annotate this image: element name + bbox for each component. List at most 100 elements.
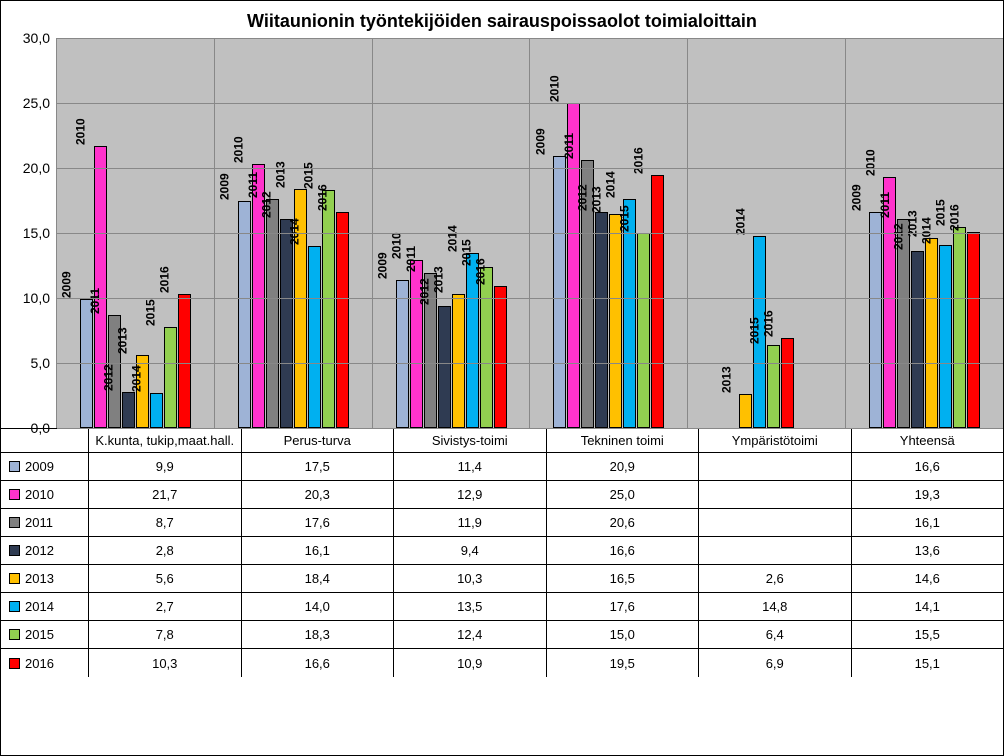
- grid-line: [57, 428, 1003, 429]
- bar: 2009: [869, 212, 882, 428]
- grid-line: [57, 103, 1003, 104]
- row-header: 2015: [1, 621, 89, 648]
- data-cell: [699, 453, 852, 480]
- bar: 2012: [122, 392, 135, 428]
- data-cell: 20,9: [547, 453, 700, 480]
- bar: 2016: [651, 175, 664, 429]
- data-table: 20099,917,511,420,916,6201021,720,312,92…: [1, 452, 1003, 677]
- category-cell: Tekninen toimi: [547, 429, 700, 452]
- data-cell: [699, 481, 852, 508]
- data-cell: 13,6: [852, 537, 1004, 564]
- bar: 2012: [595, 212, 608, 428]
- grid-line: [57, 38, 1003, 39]
- bar: 2013: [739, 394, 752, 428]
- bar: 2013: [925, 238, 938, 428]
- bar: 2015: [953, 227, 966, 429]
- data-cell: 20,3: [242, 481, 395, 508]
- bar-year-label: 2010: [233, 136, 245, 163]
- series-name: 2015: [25, 627, 54, 642]
- y-tick-label: 20,0: [23, 160, 50, 176]
- legend-swatch: [9, 601, 20, 612]
- data-cell: 7,8: [89, 621, 242, 648]
- data-cell: 6,9: [699, 649, 852, 677]
- grid-line: [57, 168, 1003, 169]
- bar-year-label: 2010: [75, 118, 87, 145]
- grid-line: [57, 298, 1003, 299]
- bar: 2015: [637, 233, 650, 428]
- bar-year-label: 2016: [762, 311, 774, 338]
- bar-year-label: 2014: [605, 172, 617, 199]
- category-cell: Ympäristötoimi: [699, 429, 852, 452]
- data-cell: 5,6: [89, 565, 242, 592]
- bar-year-label: 2016: [475, 259, 487, 286]
- chart-container: Wiitaunionin työntekijöiden sairauspoiss…: [0, 0, 1004, 756]
- series-name: 2016: [25, 656, 54, 671]
- bar: 2015: [322, 190, 335, 428]
- bar: 2016: [336, 212, 349, 428]
- data-cell: 10,3: [394, 565, 547, 592]
- legend-swatch: [9, 658, 20, 669]
- bar-year-label: 2011: [89, 288, 101, 314]
- bar-year-label: 2016: [633, 147, 645, 174]
- bar-year-label: 2012: [419, 278, 431, 305]
- data-cell: 12,4: [394, 621, 547, 648]
- data-cell: 8,7: [89, 509, 242, 536]
- bar-year-label: 2010: [864, 149, 876, 176]
- table-row: 20135,618,410,316,52,614,6: [1, 565, 1003, 593]
- bar-year-label: 2011: [247, 172, 259, 198]
- row-header: 2010: [1, 481, 89, 508]
- data-cell: 15,1: [852, 649, 1004, 677]
- series-name: 2014: [25, 599, 54, 614]
- row-header: 2014: [1, 593, 89, 620]
- bar-year-label: 2011: [405, 246, 417, 272]
- bar: 2012: [280, 219, 293, 428]
- series-name: 2010: [25, 487, 54, 502]
- bar-year-label: 2015: [748, 317, 760, 344]
- bar-year-label: 2009: [377, 252, 389, 279]
- data-cell: 25,0: [547, 481, 700, 508]
- bar-year-label: 2009: [219, 173, 231, 200]
- bar: 2016: [781, 338, 794, 428]
- data-cell: 16,1: [852, 509, 1004, 536]
- bar-year-label: 2012: [892, 224, 904, 251]
- data-cell: 17,5: [242, 453, 395, 480]
- bar: 2015: [767, 345, 780, 428]
- bar-year-label: 2015: [461, 239, 473, 266]
- y-tick-label: 0,0: [31, 420, 50, 436]
- bar-year-label: 2013: [591, 186, 603, 213]
- data-cell: 6,4: [699, 621, 852, 648]
- grid-line: [57, 233, 1003, 234]
- data-cell: 11,4: [394, 453, 547, 480]
- y-tick-label: 25,0: [23, 95, 50, 111]
- bar: 2015: [164, 327, 177, 428]
- plot: 2009201020112012201320142015201620092010…: [57, 38, 1003, 428]
- data-cell: 9,4: [394, 537, 547, 564]
- bar-year-label: 2014: [447, 225, 459, 252]
- data-cell: 14,8: [699, 593, 852, 620]
- chart-plot-area: 0,05,010,015,020,025,030,0 2009201020112…: [1, 38, 1003, 428]
- legend-swatch: [9, 489, 20, 500]
- y-tick-label: 15,0: [23, 225, 50, 241]
- row-header: 2011: [1, 509, 89, 536]
- bar: 2013: [452, 294, 465, 428]
- bar-year-label: 2010: [549, 75, 561, 102]
- data-cell: 17,6: [242, 509, 395, 536]
- bar-year-label: 2013: [720, 367, 732, 394]
- bar: 2009: [396, 280, 409, 428]
- category-cell: Perus-turva: [242, 429, 395, 452]
- y-tick-label: 30,0: [23, 30, 50, 46]
- bar: 2016: [494, 286, 507, 428]
- bar-year-label: 2015: [303, 162, 315, 189]
- bar-year-label: 2009: [535, 129, 547, 156]
- table-row: 20142,714,013,517,614,814,1: [1, 593, 1003, 621]
- bar-year-label: 2014: [734, 208, 746, 235]
- grid-line: [57, 363, 1003, 364]
- bar: 2009: [553, 156, 566, 428]
- data-cell: 20,6: [547, 509, 700, 536]
- data-cell: 19,5: [547, 649, 700, 677]
- y-axis: 0,05,010,015,020,025,030,0: [1, 38, 57, 428]
- data-cell: [699, 537, 852, 564]
- row-header: 2013: [1, 565, 89, 592]
- data-cell: 2,6: [699, 565, 852, 592]
- data-cell: 11,9: [394, 509, 547, 536]
